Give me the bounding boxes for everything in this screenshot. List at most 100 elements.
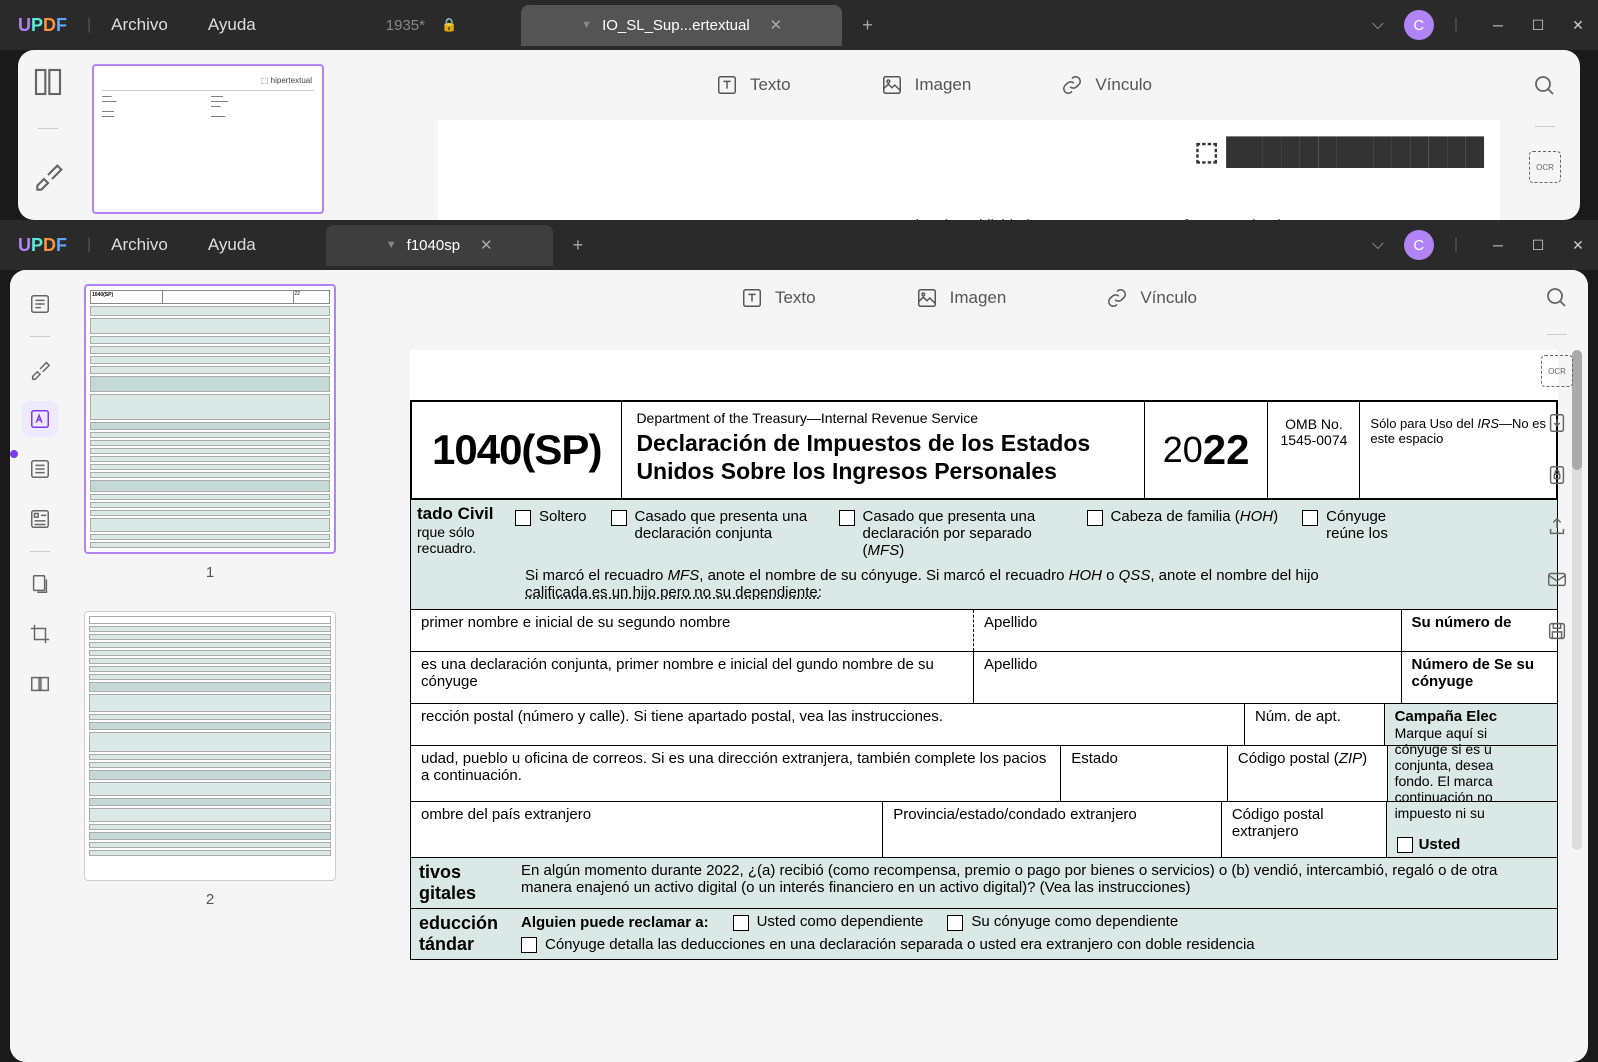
tab-label: IO_SL_Sup...ertextual <box>602 17 750 34</box>
separator: | <box>87 236 91 254</box>
app-logo: UPDF <box>18 235 67 256</box>
crop-icon[interactable] <box>22 616 58 652</box>
minimize-button[interactable]: ─ <box>1478 10 1518 40</box>
pages-icon[interactable] <box>22 566 58 602</box>
page-number: 2 <box>84 891 336 908</box>
page-thumbnail-1[interactable]: ⬚ hipertextual ━━━━━━━━━━━━━━━━━━━━ ━━━━… <box>92 64 324 214</box>
checkbox-dual-residence[interactable] <box>521 937 537 953</box>
link-tool[interactable]: Vínculo <box>1061 74 1152 96</box>
cb-label: Usted como dependiente <box>757 913 924 930</box>
checkbox-hoh[interactable] <box>1087 510 1103 526</box>
menu-help[interactable]: Ayuda <box>208 15 256 35</box>
foreign-zip-label: Código postal extranjero <box>1222 802 1387 857</box>
tab-label: f1040sp <box>407 237 460 254</box>
ocr-icon[interactable]: OCR <box>1541 355 1573 387</box>
link-tool-label: Vínculo <box>1140 288 1197 308</box>
user-avatar[interactable]: C <box>1404 230 1434 260</box>
text-tool[interactable]: Texto <box>716 74 791 96</box>
dropdown-icon[interactable]: ⌵ <box>1372 236 1384 254</box>
checkbox-spouse-dependent[interactable] <box>947 915 963 931</box>
app-logo: UPDF <box>18 15 67 36</box>
assets-header: gitales <box>419 883 503 904</box>
page-thumbnail-1[interactable]: 1040(SP)22 <box>84 284 336 554</box>
page-thumbnail-2[interactable] <box>84 611 336 881</box>
text-tool-label: Texto <box>750 75 791 95</box>
text-icon <box>716 74 738 96</box>
form-number: 1040(SP) <box>412 402 621 498</box>
image-tool-label: Imagen <box>915 75 972 95</box>
checkbox-single[interactable] <box>515 510 531 526</box>
email-icon[interactable] <box>1541 563 1573 595</box>
status-sub: rque sólo <box>417 524 505 540</box>
minimize-button[interactable]: ─ <box>1478 230 1518 260</box>
country-label: ombre del país extranjero <box>411 802 883 857</box>
checkbox-usted[interactable] <box>1397 837 1413 853</box>
province-label: Provincia/estado/condado extranjero <box>883 802 1222 857</box>
close-tab-icon[interactable]: ✕ <box>480 236 493 254</box>
reader-icon[interactable] <box>22 286 58 322</box>
cb-label: Casado que presenta unadeclaración por s… <box>863 508 1063 559</box>
chevron-down-icon[interactable]: ▼ <box>581 19 592 31</box>
close-button[interactable]: ✕ <box>1558 10 1598 40</box>
comment-icon[interactable] <box>22 351 58 387</box>
organize-icon[interactable] <box>22 451 58 487</box>
spouse-apellido-label: Apellido <box>974 652 1402 703</box>
checkbox-you-dependent[interactable] <box>733 915 749 931</box>
add-tab-button[interactable]: + <box>557 225 600 266</box>
tool-indicator <box>10 450 18 458</box>
checkbox-mfj[interactable] <box>611 510 627 526</box>
status-sub: recuadro. <box>417 540 505 556</box>
ocr-icon[interactable]: OCR <box>1529 151 1561 183</box>
chevron-down-icon[interactable]: ▼ <box>386 239 397 251</box>
menu-help[interactable]: Ayuda <box>208 235 256 255</box>
separator: | <box>1454 236 1458 254</box>
checkbox-qss[interactable] <box>1302 510 1318 526</box>
omb-number: 1545-0074 <box>1280 432 1347 448</box>
edit-icon[interactable] <box>22 401 58 437</box>
protect-icon[interactable] <box>1541 459 1573 491</box>
redact-icon[interactable] <box>22 666 58 702</box>
text-icon <box>741 287 763 309</box>
separator: | <box>87 16 91 34</box>
maximize-button[interactable]: ☐ <box>1518 230 1558 260</box>
omb-label: OMB No. <box>1280 416 1347 432</box>
close-button[interactable]: ✕ <box>1558 230 1598 260</box>
form-title: Declaración de Impuestos de los Estados … <box>636 430 1129 485</box>
checkbox-mfs[interactable] <box>839 510 855 526</box>
share-icon[interactable] <box>1541 511 1573 543</box>
tab-f1040sp[interactable]: ▼ f1040sp ✕ <box>326 225 553 266</box>
text-tool-label: Texto <box>775 288 816 308</box>
link-icon <box>1061 74 1083 96</box>
add-tab-button[interactable]: + <box>846 5 889 46</box>
maximize-button[interactable]: ☐ <box>1518 10 1558 40</box>
link-tool[interactable]: Vínculo <box>1106 287 1197 309</box>
form-icon[interactable] <box>22 501 58 537</box>
dropdown-icon[interactable]: ⌵ <box>1372 16 1384 34</box>
pdf-page-view[interactable]: 1040(SP) Department of the Treasury—Inte… <box>410 350 1558 960</box>
image-tool[interactable]: Imagen <box>881 74 972 96</box>
divider <box>30 551 50 552</box>
tab-1935[interactable]: 1935* 🔒 <box>326 5 517 46</box>
assets-text: En algún momento durante 2022, ¿(a) reci… <box>511 858 1557 908</box>
tab-label: 1935* <box>386 17 425 34</box>
search-icon[interactable] <box>1529 70 1561 102</box>
spouse-ssn-label: Número de Se su cónyuge <box>1402 652 1558 703</box>
save-icon[interactable] <box>1541 615 1573 647</box>
menu-file[interactable]: Archivo <box>111 235 168 255</box>
cb-label: Casado que presenta una declaración conj… <box>635 508 815 542</box>
cb-label: Cónyugereúne los <box>1326 508 1388 542</box>
zip-label: Código postal (ZIP) <box>1228 746 1388 801</box>
highlight-icon[interactable] <box>32 159 64 191</box>
divider <box>1535 126 1555 127</box>
convert-icon[interactable] <box>1541 407 1573 439</box>
tab-io-sl[interactable]: ▼ IO_SL_Sup...ertextual ✕ <box>521 5 842 46</box>
text-tool[interactable]: Texto <box>741 287 816 309</box>
thumbnails-icon[interactable] <box>32 66 64 98</box>
page-number: 1 <box>84 564 336 581</box>
close-tab-icon[interactable]: ✕ <box>770 16 783 34</box>
year-prefix: 20 <box>1163 429 1203 471</box>
menu-file[interactable]: Archivo <box>111 15 168 35</box>
search-icon[interactable] <box>1541 282 1573 314</box>
image-tool[interactable]: Imagen <box>916 287 1007 309</box>
user-avatar[interactable]: C <box>1404 10 1434 40</box>
